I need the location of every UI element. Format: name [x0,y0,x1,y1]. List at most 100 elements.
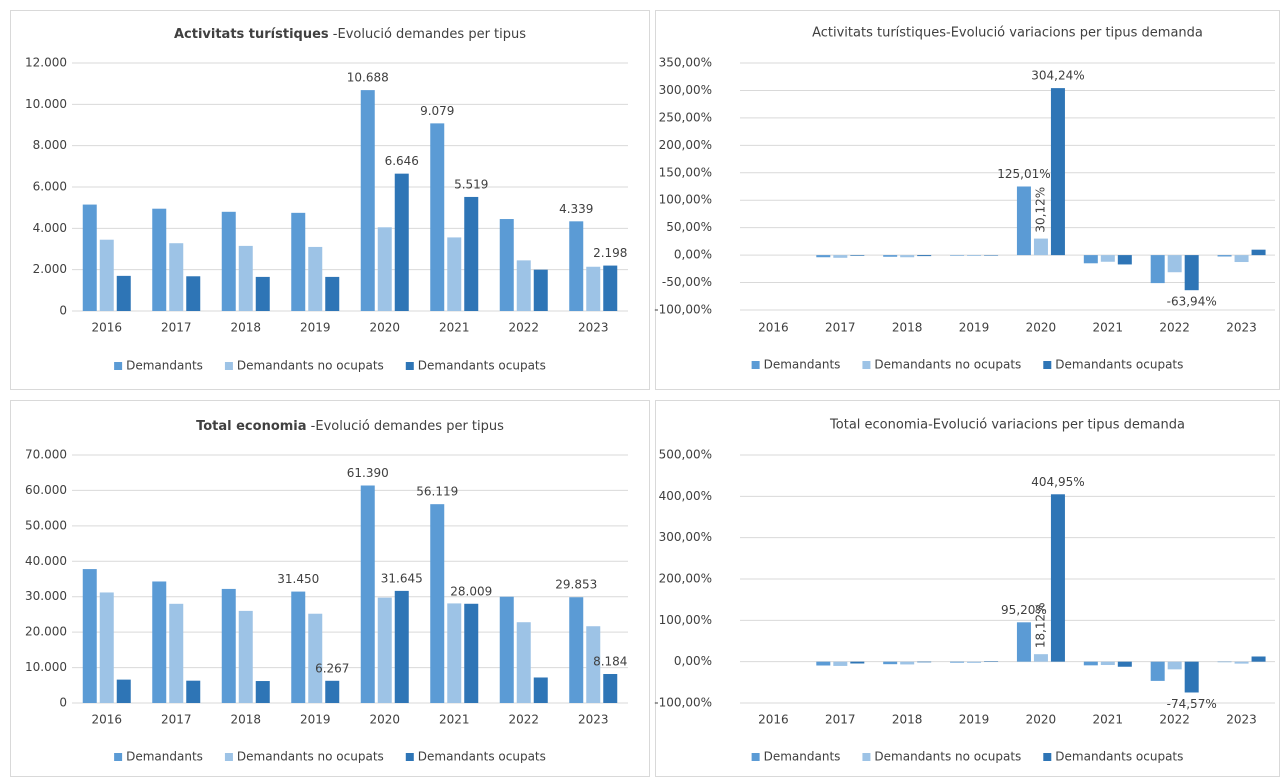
x-tick-label: 2023 [578,713,609,727]
title-part: Activitats turístiques [174,27,329,42]
bar [447,603,462,703]
legend-swatch [1043,361,1052,369]
bar [116,679,131,703]
bar [99,239,114,311]
bar [255,681,270,703]
data-label: 8.184 [593,655,627,669]
x-tick-label: 2023 [578,321,609,335]
bar [850,255,865,256]
legend-label: Demandants no ocupats [237,359,384,373]
bar [917,661,932,663]
bar [82,204,97,311]
x-tick-label: 2018 [230,321,261,335]
bar [950,661,965,663]
bar [516,622,531,703]
y-tick-label: 2.000 [33,262,67,276]
y-tick-label: 0,00% [674,248,712,262]
x-tick-label: 2020 [369,713,400,727]
x-tick-label: 2019 [959,713,990,727]
data-label: 4.339 [559,202,593,216]
x-tick-label: 2019 [300,321,331,335]
x-tick-label: 2020 [1026,713,1057,727]
data-label: 28.009 [450,584,492,598]
legend-swatch [405,753,414,761]
y-tick-label: 50.000 [25,518,67,532]
legend-swatch [751,753,760,761]
data-label: 10.688 [347,71,389,85]
chart-panel [10,400,650,777]
x-tick-label: 2016 [758,321,789,335]
bar [394,173,409,311]
bar [464,196,479,311]
bar [850,661,865,664]
y-tick-label: 20.000 [25,625,67,639]
bar [238,610,253,703]
x-tick-label: 2023 [1226,321,1257,335]
legend-swatch [224,753,233,761]
bar [533,269,548,311]
bar [1184,255,1199,291]
bar [586,626,601,703]
chart-panel [655,400,1280,777]
bar [1050,88,1065,256]
y-tick-label: 200,00% [659,572,712,586]
legend-label: Demandants [126,750,203,764]
bar [1234,661,1249,664]
bar [603,674,618,703]
x-tick-label: 2017 [161,321,192,335]
bar [464,603,479,703]
legend-label: Demandants no ocupats [237,750,384,764]
legend-label: Demandants [126,359,203,373]
legend-swatch [224,362,233,370]
data-label: -63,94% [1167,295,1217,309]
data-label: 95,20% [1001,603,1047,617]
y-tick-label: 10.000 [25,97,67,111]
bar [1050,494,1065,662]
bar [116,275,131,311]
x-tick-label: 2022 [1159,321,1190,335]
legend-swatch [114,753,123,761]
bar [900,661,915,665]
bar [816,255,831,258]
data-label: 2.198 [593,246,627,260]
bar [967,255,982,256]
data-label: 404,95% [1031,475,1084,489]
bar [833,661,848,666]
data-label: 9.079 [420,104,454,118]
bar [917,255,932,257]
y-tick-label: 300,00% [659,530,712,544]
legend-swatch [1043,753,1052,761]
y-tick-label: 300,00% [659,83,712,97]
legend-label: Demandants no ocupats [874,358,1021,372]
y-tick-label: 350,00% [659,56,712,70]
legend-label: Demandants ocupats [1055,358,1183,372]
bar [1167,255,1182,273]
y-tick-label: 8.000 [33,138,67,152]
bar [291,212,306,311]
bar [1217,661,1232,663]
title-part: -Evolució demandes per tipus [329,27,527,42]
bar [967,661,982,663]
y-tick-label: 40.000 [25,554,67,568]
bar [984,661,999,662]
bar [984,255,999,256]
bar [1251,656,1266,662]
legend-swatch [405,362,414,370]
bar [291,591,306,703]
legend-label: Demandants no ocupats [874,750,1021,764]
y-tick-label: -50,00% [662,275,712,289]
data-label: 31.450 [277,572,319,586]
bar [169,243,184,311]
bar [883,661,898,665]
x-tick-label: 2021 [439,713,470,727]
bar [1117,661,1132,667]
bar [1251,249,1266,256]
data-label: 31.645 [381,571,423,585]
bar [1016,622,1031,662]
title-part: Total economia [196,419,306,434]
data-label: 125,01% [997,167,1050,181]
x-tick-label: 2017 [161,713,192,727]
chart-title: Activitats turístiques-Evolució variacio… [812,26,1203,41]
data-label: 6.267 [315,661,349,675]
